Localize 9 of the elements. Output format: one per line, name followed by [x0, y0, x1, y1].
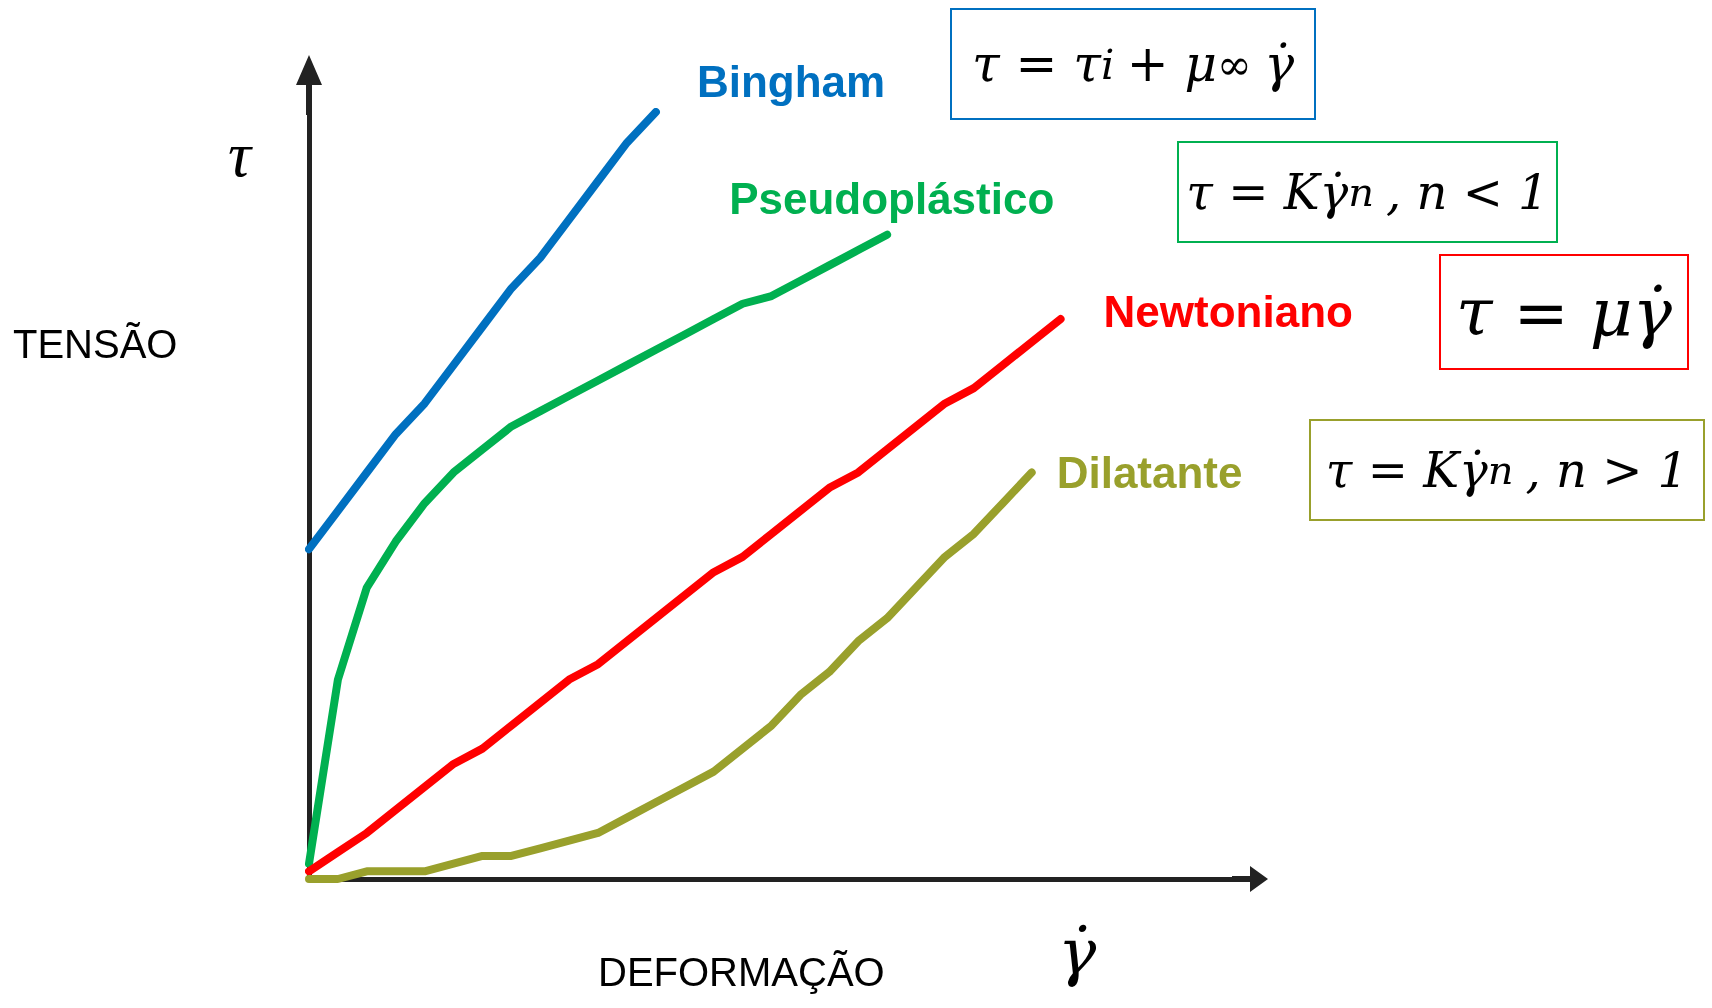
series-label: Dilatante — [1056, 447, 1243, 497]
series-label: Pseudoplástico — [729, 174, 1055, 224]
x-axis-title: DEFORMAÇÃO — [598, 950, 885, 995]
series-label: Bingham — [696, 56, 886, 106]
y-axis-title: TENSÃO — [13, 322, 178, 367]
series-label: Newtoniano — [1103, 286, 1353, 336]
text: τ — [228, 118, 251, 192]
text: τ = μγ̇ — [1439, 254, 1689, 370]
text: γ̇ — [1058, 915, 1097, 989]
